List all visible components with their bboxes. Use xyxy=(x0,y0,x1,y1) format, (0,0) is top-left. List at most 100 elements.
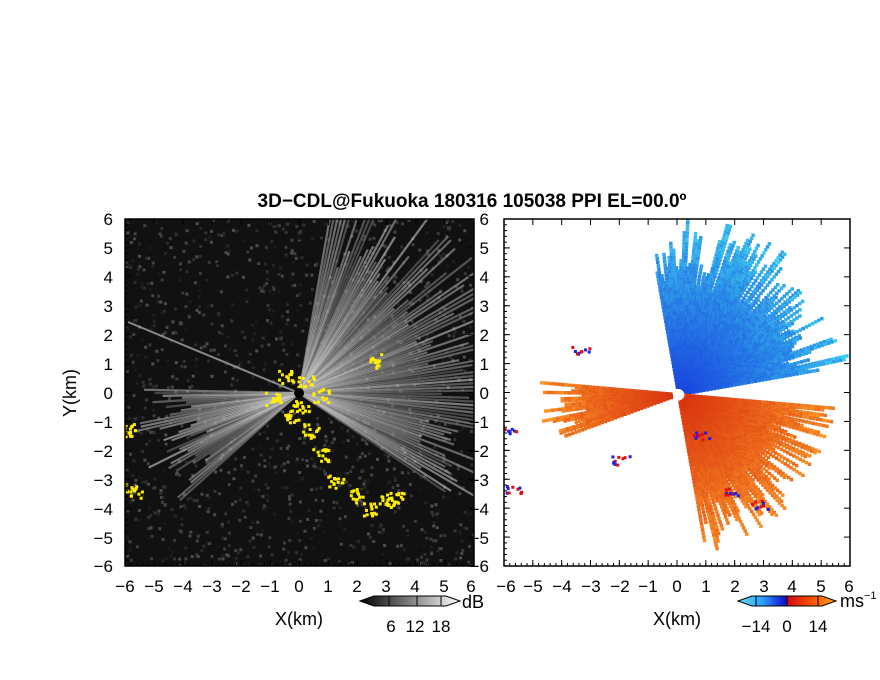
noise-speck xyxy=(145,303,149,307)
highlight-echo xyxy=(290,370,294,374)
noise-speck xyxy=(270,563,274,566)
x-tick-label: −5 xyxy=(144,577,163,596)
highlight-echo xyxy=(295,400,299,404)
highlight-echo xyxy=(322,388,326,392)
noise-speck xyxy=(348,433,352,437)
noise-speck xyxy=(270,447,274,451)
noise-speck xyxy=(435,526,439,530)
velocity-echo xyxy=(672,259,676,263)
velocity-echo xyxy=(749,272,754,276)
velocity-echo xyxy=(813,320,818,324)
noise-speck xyxy=(231,377,235,381)
velocity-echo xyxy=(735,260,740,265)
noise-speck xyxy=(144,481,148,485)
noise-speck xyxy=(227,249,231,253)
noise-speck xyxy=(234,562,238,566)
velocity-echo xyxy=(679,269,683,274)
noise-speck xyxy=(364,506,368,510)
velocity-echo xyxy=(733,291,737,295)
velocity-echo xyxy=(692,242,697,246)
velocity-echo xyxy=(743,272,748,277)
x-tick-label: 1 xyxy=(323,577,332,596)
noise-speck xyxy=(332,506,336,510)
velocity-echo xyxy=(717,243,721,247)
velocity-echo xyxy=(751,290,756,294)
noise-speck xyxy=(344,263,348,267)
velocity-echo xyxy=(746,250,750,255)
velocity-echo xyxy=(726,291,731,295)
noise-speck xyxy=(308,439,312,443)
noise-speck xyxy=(286,453,290,457)
intensity-y-tick-labels: 6 5 4 3 2 1 0 −1 −2 −3 −4 −5 −6 xyxy=(94,210,113,576)
noise-speck xyxy=(195,222,199,226)
velocity-echo xyxy=(742,288,746,292)
noise-speck xyxy=(230,383,234,387)
noise-speck xyxy=(179,268,183,272)
noise-speck xyxy=(453,529,457,533)
noise-speck xyxy=(312,220,316,224)
velocity-echo xyxy=(731,281,735,286)
velocity-echo xyxy=(690,263,695,267)
noise-speck xyxy=(147,536,151,540)
highlight-echo xyxy=(313,401,317,405)
velocity-echo xyxy=(699,267,703,272)
noise-speck xyxy=(169,554,173,558)
highlight-echo xyxy=(307,405,311,409)
noise-speck xyxy=(413,383,417,387)
noise-speck xyxy=(290,238,294,242)
velocity-echo xyxy=(665,284,670,288)
noise-speck xyxy=(261,286,265,290)
velocity-echo xyxy=(778,258,783,262)
noise-speck xyxy=(363,439,367,443)
velocity-echo xyxy=(714,282,719,287)
velocity-echo xyxy=(664,287,668,292)
noise-speck xyxy=(273,513,277,517)
velocity-echo xyxy=(684,241,689,246)
velocity-echo xyxy=(746,243,751,247)
noise-speck xyxy=(242,238,246,242)
noise-speck xyxy=(266,493,270,497)
velocity-echo xyxy=(744,285,748,289)
velocity-echo xyxy=(666,273,671,277)
velocity-echo xyxy=(776,256,780,260)
noise-speck xyxy=(275,423,279,427)
noise-speck xyxy=(248,258,252,262)
highlight-echo xyxy=(355,488,359,492)
noise-speck xyxy=(426,253,430,257)
velocity-echo xyxy=(670,273,675,277)
noise-speck xyxy=(218,492,222,496)
noise-speck xyxy=(136,353,140,357)
velocity-echo xyxy=(684,245,689,249)
noise-speck xyxy=(468,544,472,548)
velocity-echo xyxy=(744,253,749,258)
velocity-echo xyxy=(718,272,722,277)
highlight-echo xyxy=(349,494,353,498)
velocity-echo xyxy=(772,303,776,308)
noise-speck xyxy=(332,500,336,504)
velocity-echo xyxy=(780,302,785,307)
noise-speck xyxy=(230,319,234,323)
noise-speck xyxy=(280,274,284,278)
velocity-echo xyxy=(742,296,746,300)
velocity-echo xyxy=(736,276,740,281)
velocity-echo xyxy=(718,291,722,295)
velocity-echo xyxy=(735,292,739,296)
noise-speck xyxy=(467,560,471,564)
noise-speck xyxy=(210,554,214,558)
velocity-echo xyxy=(779,338,784,342)
velocity-echo xyxy=(779,286,784,291)
noise-speck xyxy=(283,469,287,473)
noise-speck xyxy=(232,477,236,481)
velocity-echo xyxy=(720,266,725,270)
noise-speck xyxy=(157,336,161,340)
velocity-echo xyxy=(795,337,799,342)
noise-speck xyxy=(370,466,374,470)
noise-speck xyxy=(418,248,422,252)
noise-speck xyxy=(158,366,162,370)
velocity-echo xyxy=(695,239,700,243)
highlight-echo xyxy=(307,423,311,427)
highlight-echo xyxy=(281,381,285,385)
noise-speck xyxy=(408,290,412,294)
noise-speck xyxy=(292,411,296,415)
noise-speck xyxy=(180,517,184,521)
